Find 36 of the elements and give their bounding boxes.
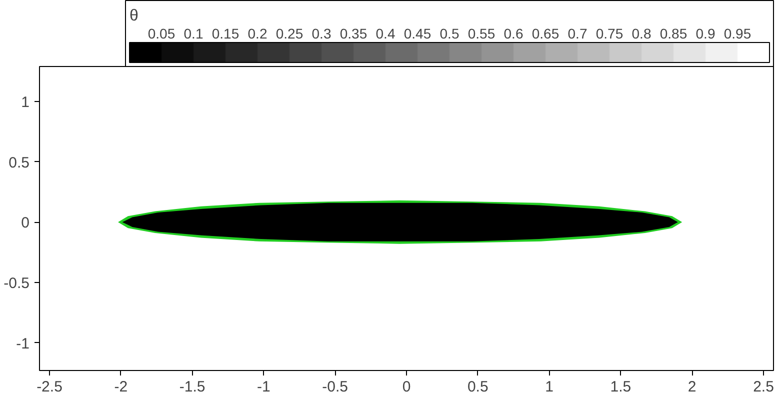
color-bar-label: 0.75	[596, 26, 624, 42]
x-tick-label: -0.5	[322, 378, 348, 394]
x-tick-label: 1	[545, 378, 554, 394]
y-tick-label: 1	[21, 94, 30, 111]
color-bar-label: 0.95	[724, 26, 752, 42]
color-bar-label: 0.55	[468, 26, 496, 42]
color-bar-label: 0.4	[376, 26, 396, 42]
color-bar-label: 0.5	[440, 26, 460, 42]
color-bar-label: 0.3	[312, 26, 332, 42]
color-bar-label: 0.8	[632, 26, 652, 42]
color-bar-label: 0.25	[276, 26, 304, 42]
color-bar-label: 0.45	[404, 26, 432, 42]
x-tick-label: 2.5	[753, 378, 774, 394]
color-bar-label: 0.6	[504, 26, 524, 42]
color-bar-label: 0.2	[248, 26, 268, 42]
x-tick-label: -2	[114, 378, 128, 394]
color-bar-label: 0.9	[696, 26, 716, 42]
color-bar-label: 0.85	[660, 26, 688, 42]
y-tick-label: -0.5	[4, 274, 30, 292]
color-bar-label: 0.15	[212, 26, 240, 42]
y-tick-label: -1	[16, 335, 30, 352]
x-tick-label: 1.5	[610, 378, 632, 394]
x-tick-label: 0	[402, 378, 411, 394]
x-tick-label: -2.5	[36, 378, 62, 394]
y-tick-label: 0.5	[8, 154, 30, 172]
color-bar-label: 0.65	[532, 26, 560, 42]
x-tick-label: 0.5	[467, 378, 488, 394]
color-bar-label: 0.1	[184, 26, 204, 42]
color-bar-label: 0.35	[340, 26, 368, 42]
y-tick-label: 0	[21, 214, 30, 232]
color-bar-title: θ	[130, 8, 138, 24]
x-tick-label: 2	[688, 378, 696, 394]
x-tick-label: -1	[257, 378, 270, 394]
color-bar-label: 0.7	[568, 26, 588, 42]
x-tick-label: -1.5	[179, 378, 206, 394]
color-bar-label: 0.05	[148, 26, 176, 42]
